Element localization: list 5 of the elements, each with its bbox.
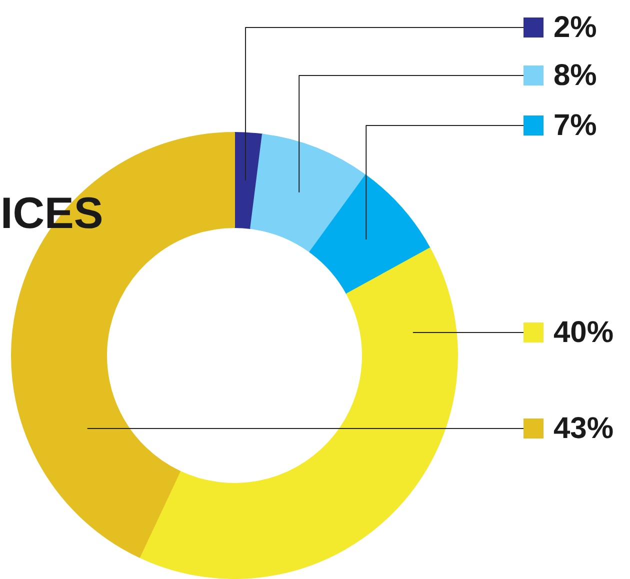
data-label: 7% xyxy=(554,109,597,142)
data-label: 40% xyxy=(554,316,614,349)
data-label: 8% xyxy=(554,59,597,92)
data-label: 2% xyxy=(554,11,597,44)
data-label: 43% xyxy=(554,412,614,445)
